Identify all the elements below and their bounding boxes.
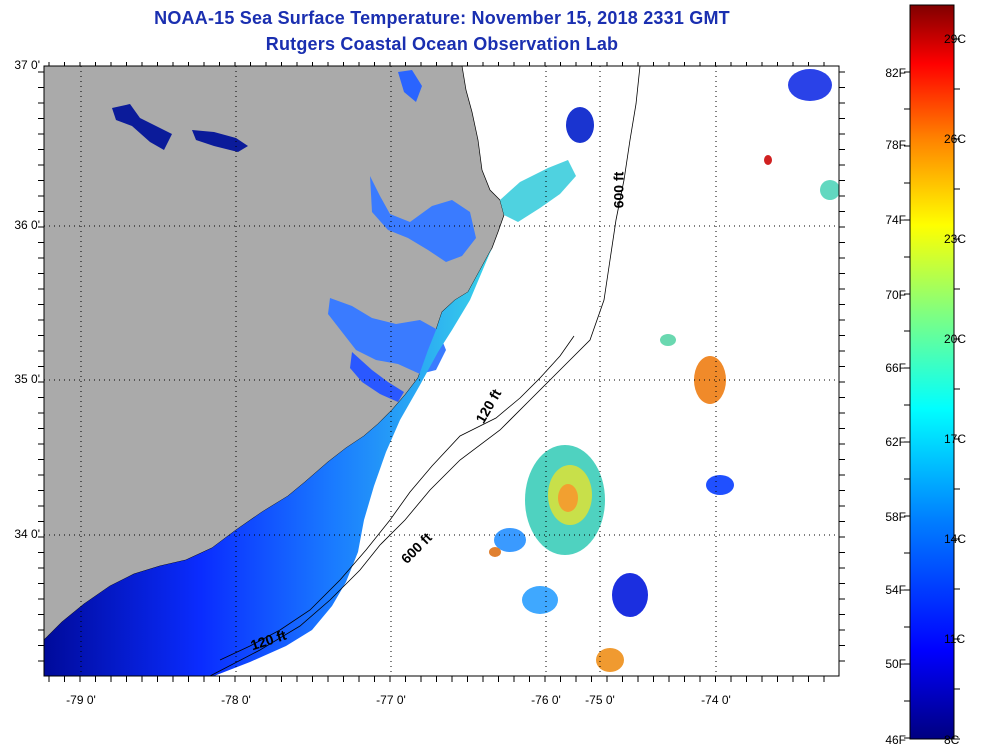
lon-label-79: -79 0'	[66, 693, 96, 707]
pamlico-sound	[370, 176, 476, 262]
lon-label-74: -74 0'	[701, 693, 731, 707]
cbar-c-17: 17C	[944, 432, 967, 446]
colorbar	[909, 4, 955, 740]
bay-water-north	[398, 70, 422, 102]
cbar-c-26: 26C	[944, 132, 967, 146]
cbar-c-11: 11C	[944, 632, 966, 646]
cbar-c-20: 20C	[944, 332, 967, 346]
colorbar-ticks	[904, 38, 960, 740]
cbar-c-29: 29C	[944, 32, 967, 46]
plot-border	[43, 65, 840, 677]
lon-label-75: -75 0'	[585, 693, 615, 707]
lat-label-34: 34 0'	[14, 527, 40, 541]
shelf-water-north	[500, 160, 576, 222]
cbar-c-8: 8C	[944, 733, 960, 747]
cbar-f-50: 50F	[885, 657, 906, 671]
contour-label-600ft-north: 600 ft	[610, 171, 627, 209]
neuse-river	[328, 298, 446, 374]
cbar-f-74: 74F	[885, 213, 906, 227]
lon-label-77: -77 0'	[376, 693, 406, 707]
map-subtitle: Rutgers Coastal Ocean Observation Lab	[265, 34, 619, 54]
shelf-water	[44, 248, 492, 676]
offshore-patches	[489, 69, 839, 672]
lat-label-36: 36 0'	[14, 218, 40, 232]
depth-contours	[209, 65, 641, 677]
cbar-f-58: 58F	[885, 510, 906, 524]
axis-ticks	[38, 62, 845, 682]
map-title: NOAA-15 Sea Surface Temperature: Novembe…	[154, 8, 730, 28]
cbar-c-14: 14C	[944, 532, 967, 546]
cbar-f-70: 70F	[885, 288, 906, 302]
lon-label-78: -78 0'	[221, 693, 251, 707]
cbar-c-23: 23C	[944, 232, 967, 246]
lat-label-37: 37 0'	[14, 58, 40, 72]
lat-label-35: 35 0'	[14, 372, 40, 386]
cbar-f-46: 46F	[885, 733, 906, 747]
cbar-f-78: 78F	[885, 138, 906, 152]
cape-fear-river	[350, 352, 404, 402]
river-2	[192, 130, 248, 152]
river-1	[112, 104, 172, 150]
cbar-f-82: 82F	[885, 66, 906, 80]
cbar-f-66: 66F	[885, 361, 906, 375]
lon-label-76: -76 0'	[531, 693, 561, 707]
cbar-f-62: 62F	[885, 435, 906, 449]
cbar-f-54: 54F	[885, 583, 906, 597]
